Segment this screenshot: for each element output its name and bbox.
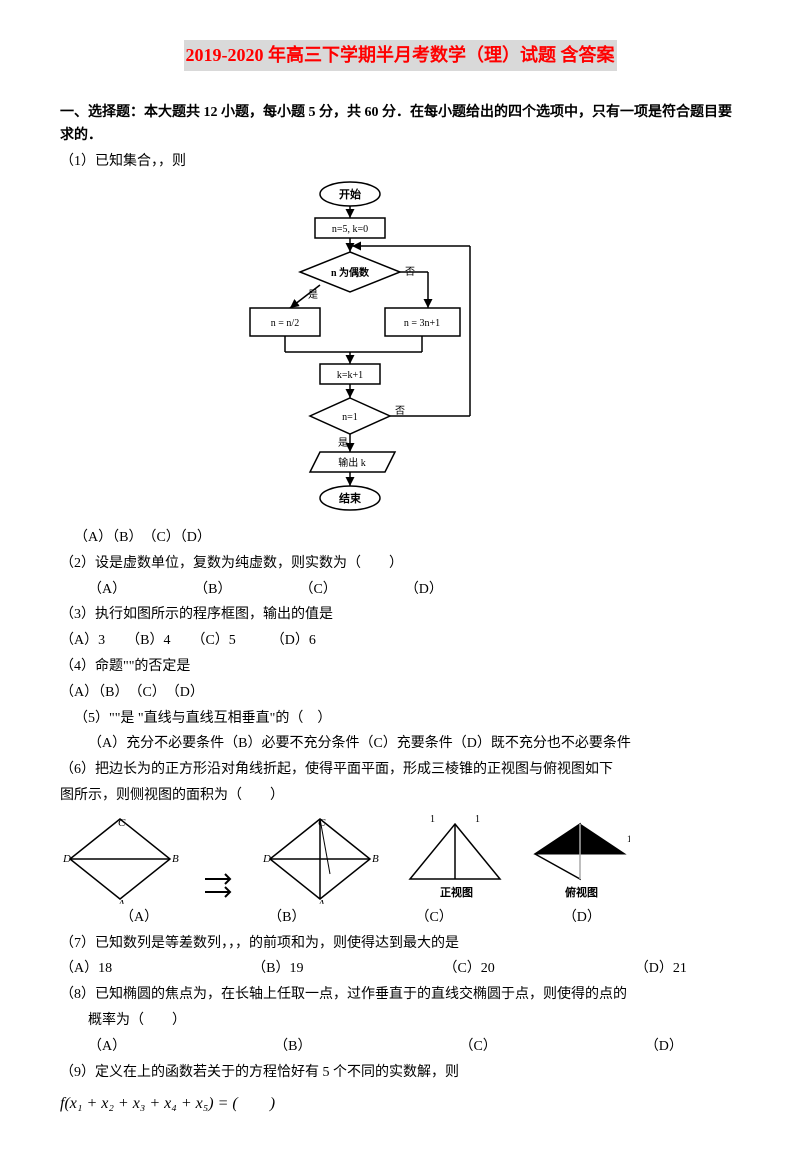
section-header: 一、选择题：本大题共 12 小题，每小题 5 分，共 60 分．在每小题给出的四… — [60, 101, 740, 149]
svg-text:A: A — [117, 898, 125, 904]
q8-opt-a: （A） — [60, 1035, 126, 1059]
flow-yes2: 是 — [338, 437, 348, 449]
svg-text:B: B — [372, 853, 379, 865]
q9-formula: f(x₁ + x₂ + x₃ + x₄ + x₅) = ( ) — [60, 1090, 740, 1117]
flow-cond1: n 为偶数 — [331, 266, 370, 279]
question-2: （2）设是虚数单位，复数为纯虚数，则实数为（ ） — [60, 552, 740, 576]
question-3: （3）执行如图所示的程序框图，输出的值是 — [60, 603, 740, 627]
q4-options: （A）（B） （C） （D） — [60, 681, 740, 705]
q2-opt-c: （C） — [271, 578, 336, 602]
svg-text:1: 1 — [430, 814, 435, 825]
flow-left: n = n/2 — [271, 318, 299, 329]
q7-opt-a: （A）18 — [60, 957, 112, 981]
svg-text:B: B — [172, 853, 179, 865]
q5-options: （A）充分不必要条件（B）必要不充分条件（C）充要条件（D）既不充分也不必要条件 — [60, 732, 740, 756]
flow-no2: 否 — [395, 405, 405, 417]
q7-opt-b: （B）19 — [252, 957, 303, 981]
question-8a: （8）已知椭圆的焦点为，在长轴上任取一点，过作垂直于的直线交椭圆于点，则使得的点… — [60, 983, 740, 1007]
flow-cond2: n=1 — [342, 412, 358, 423]
q8-opt-c: （C） — [431, 1035, 496, 1059]
q6-opt-b: （B） — [268, 906, 305, 930]
question-6b: 图所示，则侧视图的面积为（ ） — [60, 784, 740, 808]
q1-options: （A）（B） （C）（D） — [60, 526, 740, 550]
flowchart-diagram: 开始 n=5, k=0 n 为偶数 是 否 n = n/2 n = 3n+1 k… — [220, 180, 480, 520]
q2-opt-b: （B） — [166, 578, 231, 602]
question-8b: 概率为（ ） — [60, 1009, 740, 1033]
flow-start: 开始 — [339, 187, 361, 201]
flow-right: n = 3n+1 — [404, 318, 440, 329]
question-6a: （6）把边长为的正方形沿对角线折起，使得平面平面，形成三棱锥的正视图与俯视图如下 — [60, 758, 740, 782]
flow-output: 输出 k — [338, 456, 366, 469]
q8-opt-d: （D） — [617, 1035, 683, 1059]
q6-opt-c: （C） — [415, 906, 452, 930]
question-1: （1）已知集合，，则 — [60, 150, 740, 174]
svg-text:D: D — [62, 853, 71, 865]
svg-text:俯视图: 俯视图 — [565, 885, 598, 899]
flow-init: n=5, k=0 — [332, 224, 368, 235]
q2-opt-d: （D） — [377, 578, 443, 602]
q6-opt-d: （D） — [563, 906, 601, 930]
svg-text:1: 1 — [627, 834, 630, 844]
svg-text:D: D — [262, 853, 271, 865]
svg-text:C: C — [118, 817, 126, 829]
question-5: （5）""是 "直线与直线互相垂直"的（ ） — [60, 707, 740, 731]
question-4: （4）命题""的否定是 — [60, 655, 740, 679]
svg-text:C: C — [318, 817, 326, 829]
q3-options: （A）3 （B）4 （C）5 （D）6 — [60, 629, 740, 653]
svg-text:1: 1 — [475, 814, 480, 825]
q8-opt-b: （B） — [246, 1035, 311, 1059]
geometry-figures: C D B A C D B A 1 1 正视图 1 俯视图 — [60, 814, 740, 904]
svg-text:正视图: 正视图 — [440, 885, 473, 899]
question-7: （7）已知数列是等差数列，，，的前项和为，则使得达到最大的是 — [60, 932, 740, 956]
flow-kinc: k=k+1 — [337, 370, 363, 381]
q2-opt-a: （A） — [60, 578, 126, 602]
q7-opt-c: （C）20 — [443, 957, 494, 981]
q7-opt-d: （D）21 — [635, 957, 687, 981]
page-title: 2019-2020 年高三下学期半月考数学（理）试题 含答案 — [184, 40, 617, 71]
q6-opt-a: （A） — [120, 906, 158, 930]
flow-end: 结束 — [338, 491, 362, 505]
svg-text:A: A — [317, 898, 325, 904]
question-9: （9）定义在上的函数若关于的方程恰好有 5 个不同的实数解，则 — [60, 1061, 740, 1085]
